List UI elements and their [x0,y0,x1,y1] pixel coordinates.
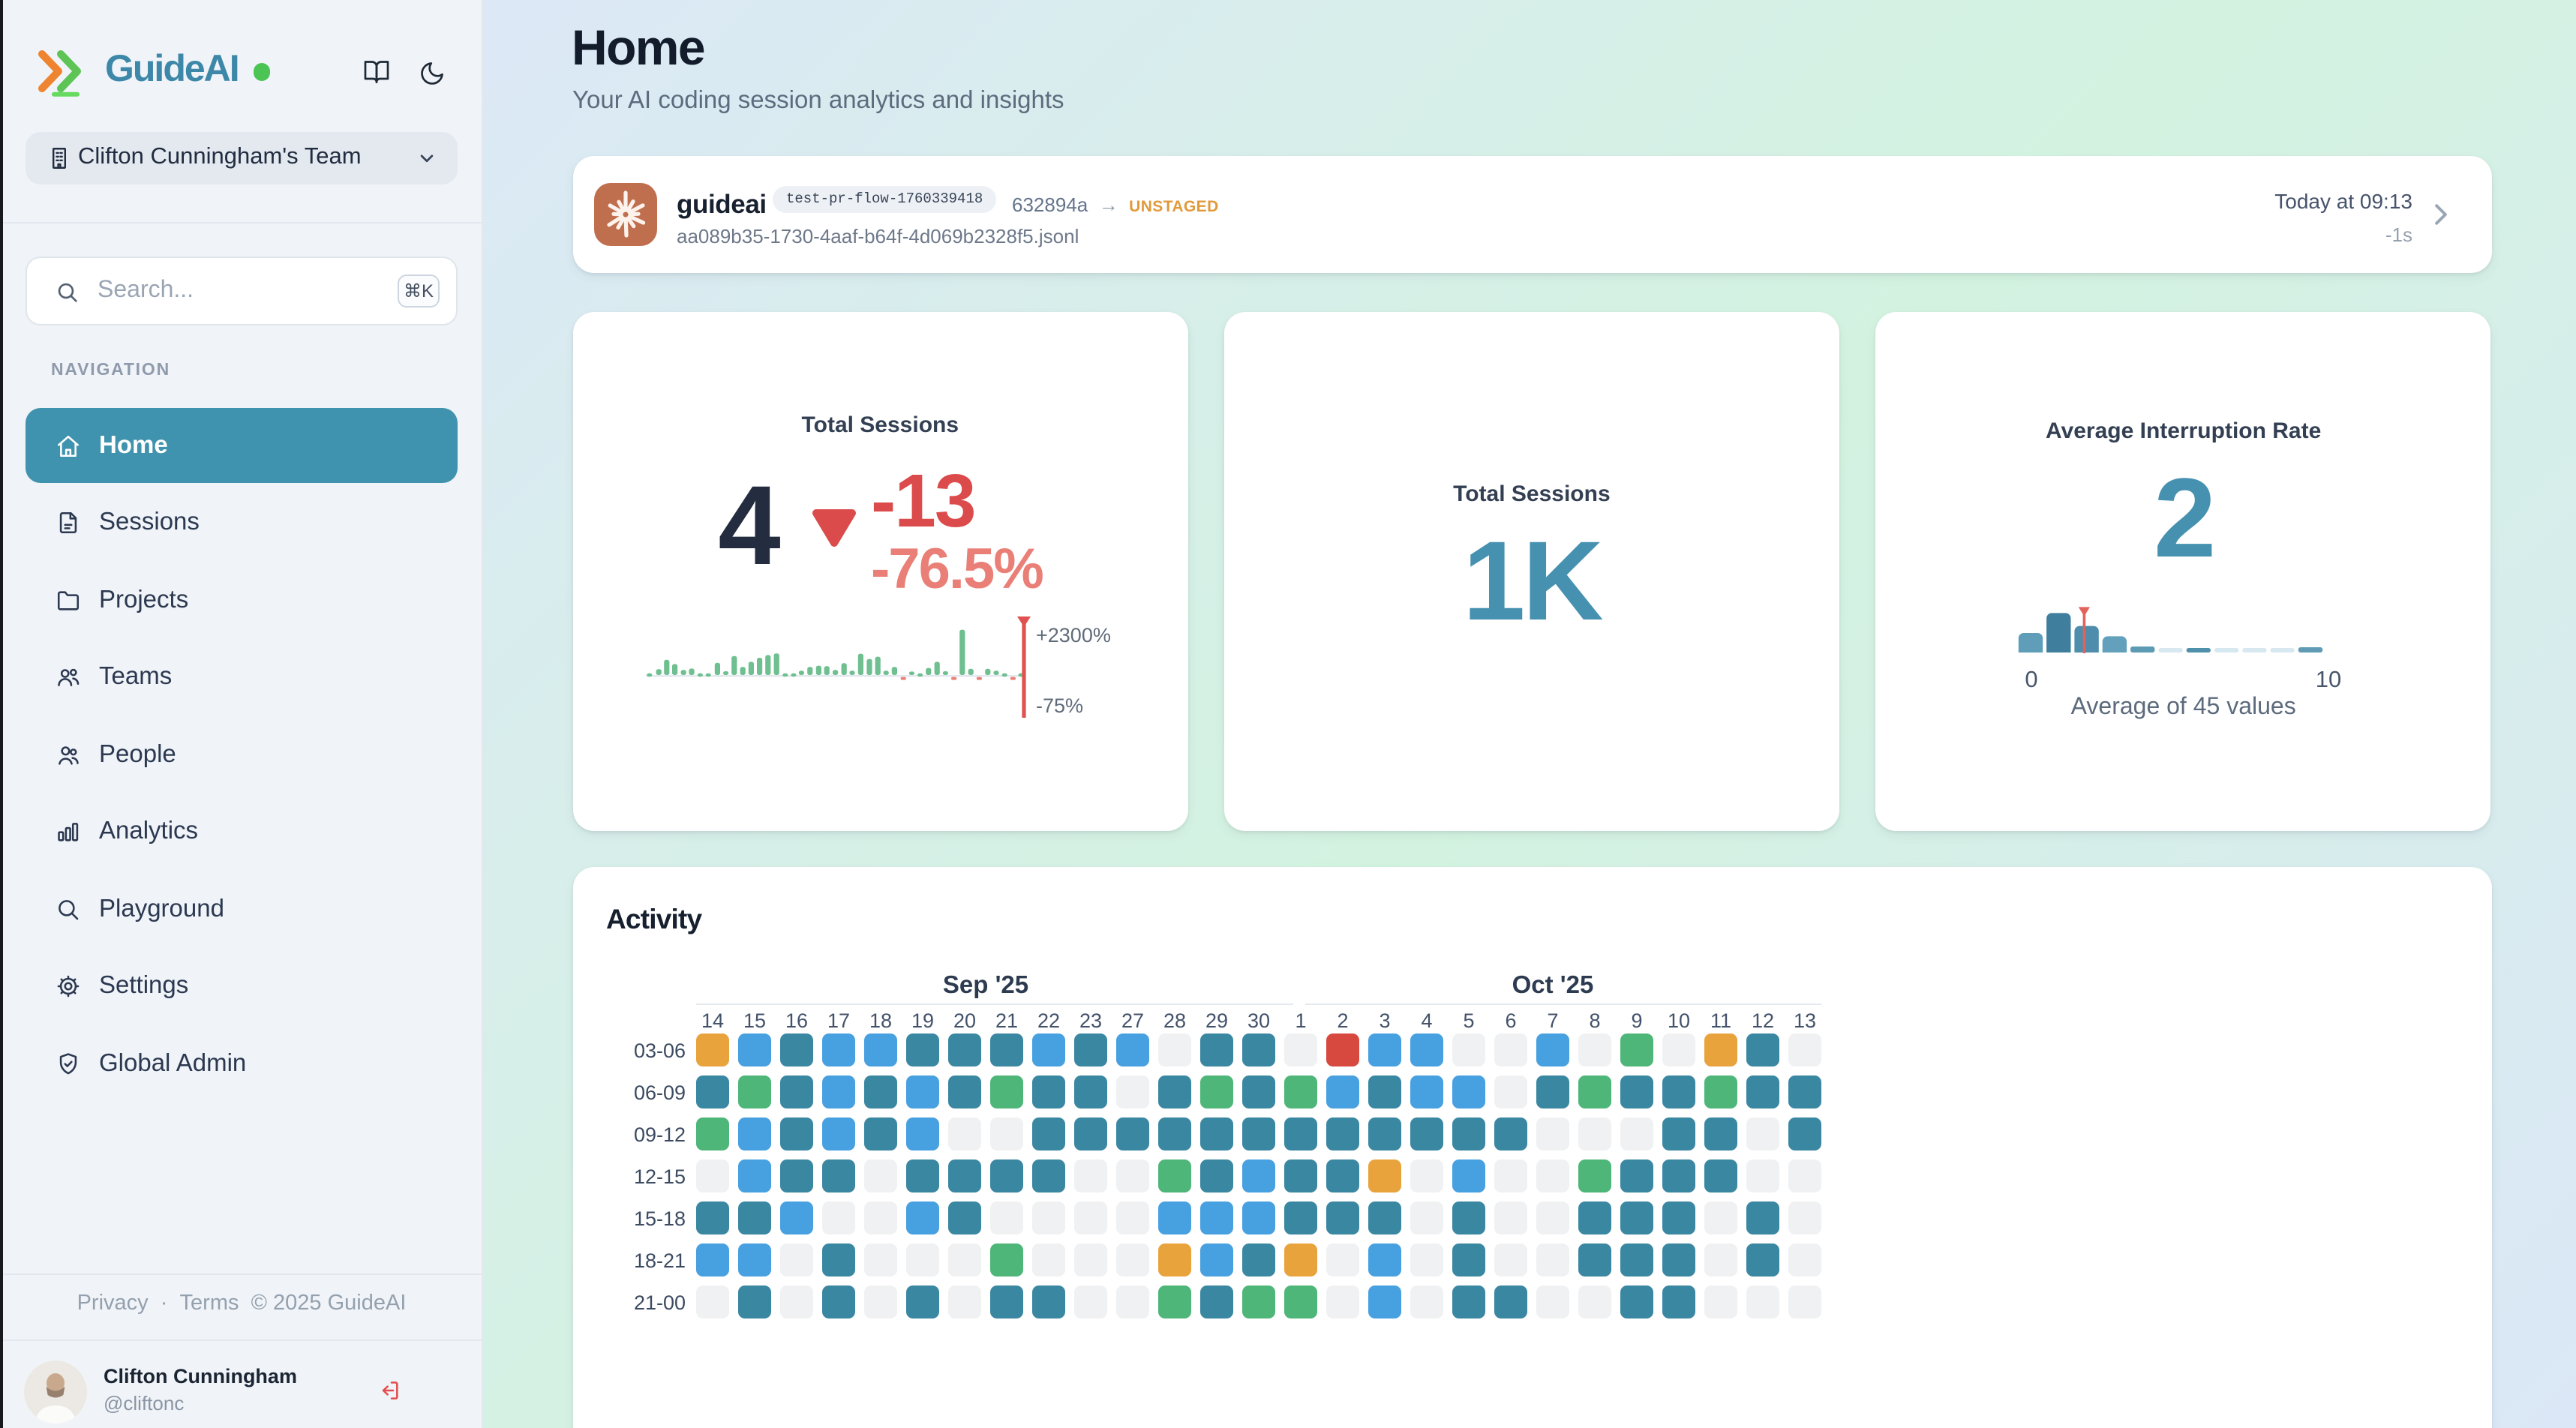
svg-text:-75%: -75% [1035,694,1082,717]
svg-text:10: 10 [2316,666,2341,692]
svg-text:+2300%: +2300% [1035,624,1110,646]
svg-text:0: 0 [2025,666,2037,692]
